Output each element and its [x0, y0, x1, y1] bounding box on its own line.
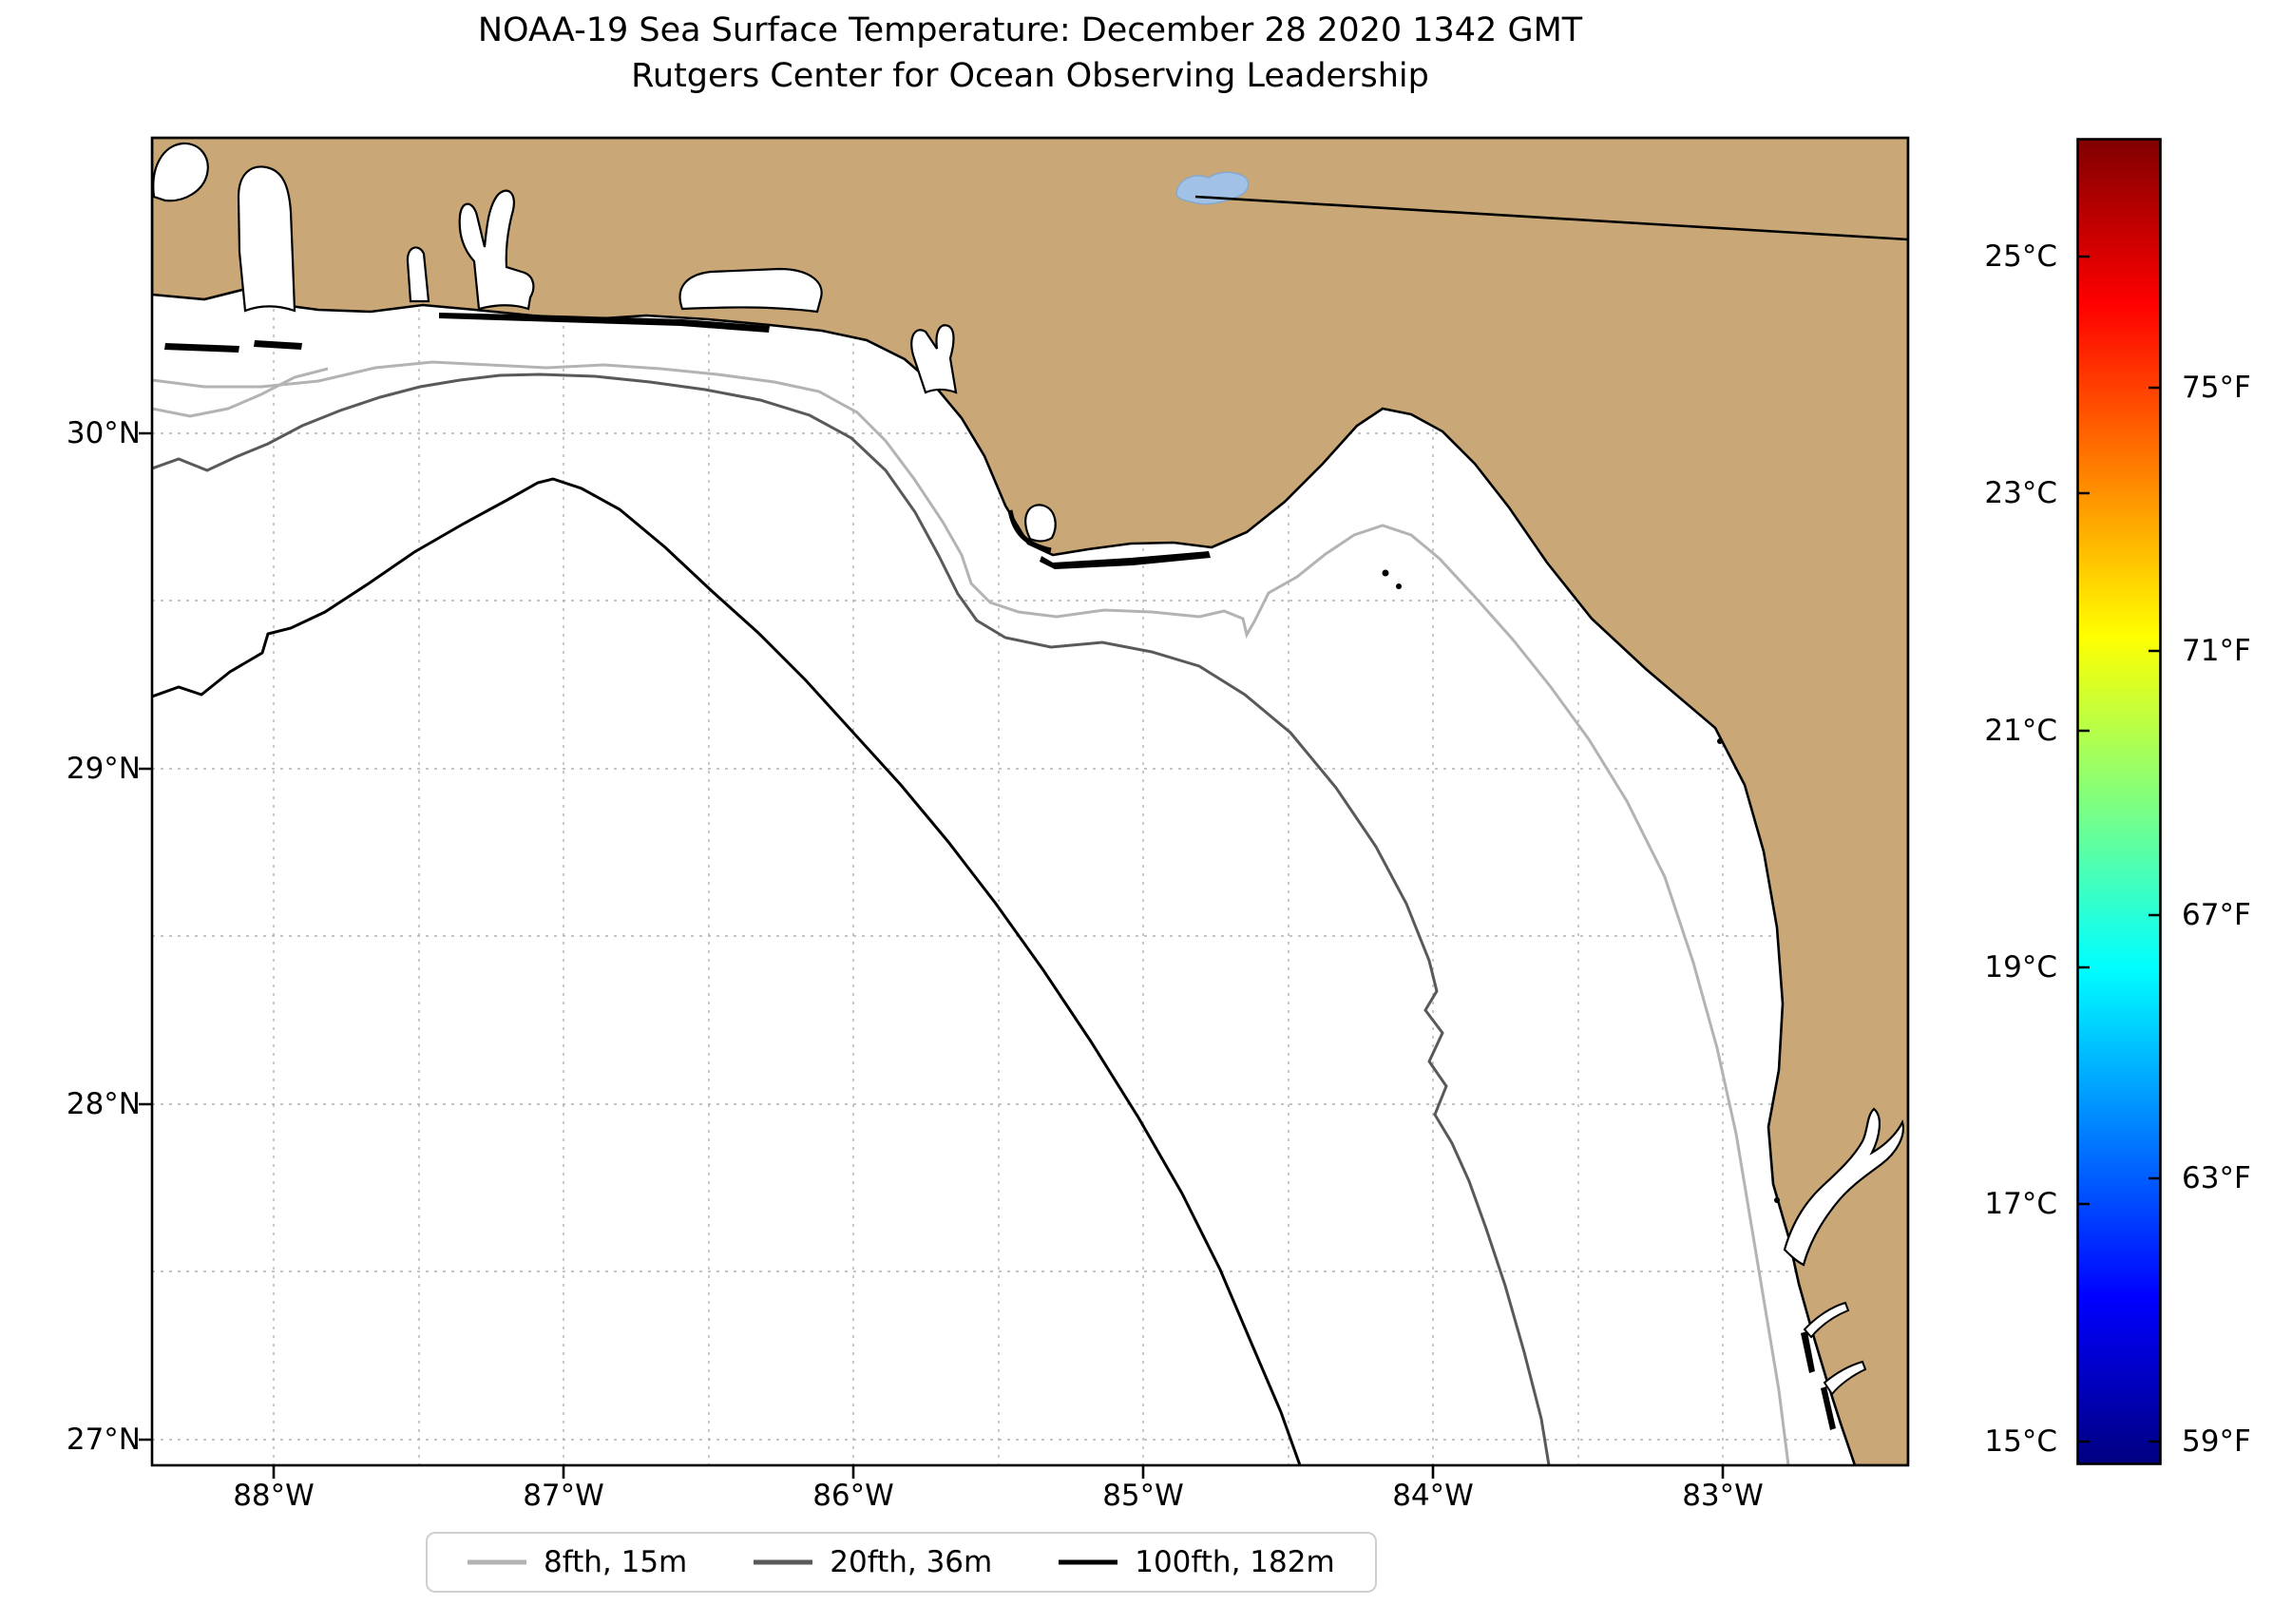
legend-item-20fth: 20fth, 36m: [754, 1545, 992, 1579]
legend-label-8fth: 8fth, 15m: [544, 1545, 688, 1579]
contour-20fth: [152, 373, 1551, 1465]
x-tick-marks: [272, 1465, 1725, 1479]
colorbar: [2076, 138, 2162, 1465]
contour-100fth: [152, 477, 1302, 1465]
colorbar-fahrenheit-label: 63°F: [2182, 1161, 2251, 1195]
colorbar-fahrenheit-label: 59°F: [2182, 1424, 2251, 1459]
small-island-1: [1382, 569, 1389, 577]
x-tick-label: 84°W: [1392, 1479, 1474, 1513]
legend-item-100fth: 100fth, 182m: [1059, 1545, 1335, 1579]
gulf-barrier-strip-2: [1821, 1386, 1836, 1430]
colorbar-fahrenheit-label: 67°F: [2182, 898, 2251, 932]
legend-swatch-100fth: [1059, 1559, 1118, 1565]
axis-frame: [150, 136, 1910, 1467]
pascagoula-estuary: [152, 142, 209, 202]
gulf-barrier-strip-1: [1801, 1331, 1815, 1373]
x-tick-label: 88°W: [233, 1479, 315, 1513]
y-tick-label: 28°N: [66, 1087, 141, 1121]
colorbar-celsius-label: 21°C: [1984, 714, 2057, 748]
figure-title: NOAA-19 Sea Surface Temperature: Decembe…: [477, 11, 1583, 49]
legend-swatch-20fth: [754, 1559, 813, 1565]
perdido-bay: [406, 246, 430, 303]
small-island-4: [1774, 1197, 1780, 1203]
colorbar-fahrenheit-ticks: [2149, 386, 2161, 1443]
x-tick-label: 85°W: [1102, 1479, 1184, 1513]
title-block: NOAA-19 Sea Surface Temperature: Decembe…: [152, 8, 1908, 100]
legend-item-8fth: 8fth, 15m: [468, 1545, 687, 1579]
pensacola-bay: [458, 189, 535, 311]
mississippi-barrier-island-2: [254, 340, 302, 350]
map-plot: [139, 136, 1910, 1479]
figure-subtitle: Rutgers Center for Ocean Observing Leade…: [631, 57, 1429, 96]
st-andrew-bay: [910, 324, 958, 394]
contour-8fth-branch: [152, 367, 329, 418]
legend-label-100fth: 100fth, 182m: [1135, 1545, 1335, 1579]
choctawhatchee-bay: [678, 267, 823, 314]
mobile-bay: [237, 165, 296, 313]
colorbar-celsius-label: 17°C: [1984, 1187, 2057, 1221]
colorbar-celsius-ticks: [2077, 255, 2090, 1443]
lake-seminole: [1175, 171, 1250, 205]
legend-swatch-8fth: [468, 1559, 526, 1565]
land: [152, 138, 1908, 1465]
santa-rosa-island: [439, 313, 770, 333]
colorbar-celsius-label: 19°C: [1984, 950, 2057, 984]
y-tick-marks: [139, 431, 152, 1442]
state-border-line: [1194, 195, 1908, 241]
tampa-bay: [1783, 1107, 1904, 1267]
colorbar-svg: [2076, 138, 2162, 1465]
x-tick-label: 87°W: [523, 1479, 604, 1513]
charlotte-lagoon: [1823, 1360, 1867, 1396]
colorbar-fahrenheit-label: 71°F: [2182, 634, 2251, 668]
colorbar-gradient: [2076, 138, 2162, 1465]
x-tick-label: 83°W: [1682, 1479, 1764, 1513]
y-tick-label: 29°N: [66, 752, 141, 786]
st-joseph-bay: [1024, 504, 1057, 543]
small-island-3: [1717, 738, 1723, 744]
small-island-2: [1396, 583, 1402, 589]
colorbar-celsius-label: 15°C: [1984, 1424, 2057, 1459]
colorbar-celsius-label: 23°C: [1984, 476, 2057, 510]
y-tick-label: 30°N: [66, 416, 141, 450]
colorbar-fahrenheit-label: 75°F: [2182, 371, 2251, 405]
st-george-island: [1040, 551, 1211, 569]
mississippi-barrier-island-1: [164, 343, 239, 353]
y-tick-label: 27°N: [66, 1423, 141, 1457]
cape-san-blas-spit: [1007, 509, 1052, 553]
map-svg: [139, 136, 1910, 1479]
sarasota-lagoon: [1803, 1301, 1850, 1339]
colorbar-celsius-label: 25°C: [1984, 239, 2057, 274]
legend-label-20fth: 20fth, 36m: [830, 1545, 993, 1579]
contour-legend: 8fth, 15m 20fth, 36m 100fth, 182m: [426, 1532, 1377, 1593]
x-tick-label: 86°W: [812, 1479, 894, 1513]
contour-8fth: [152, 360, 1790, 1465]
